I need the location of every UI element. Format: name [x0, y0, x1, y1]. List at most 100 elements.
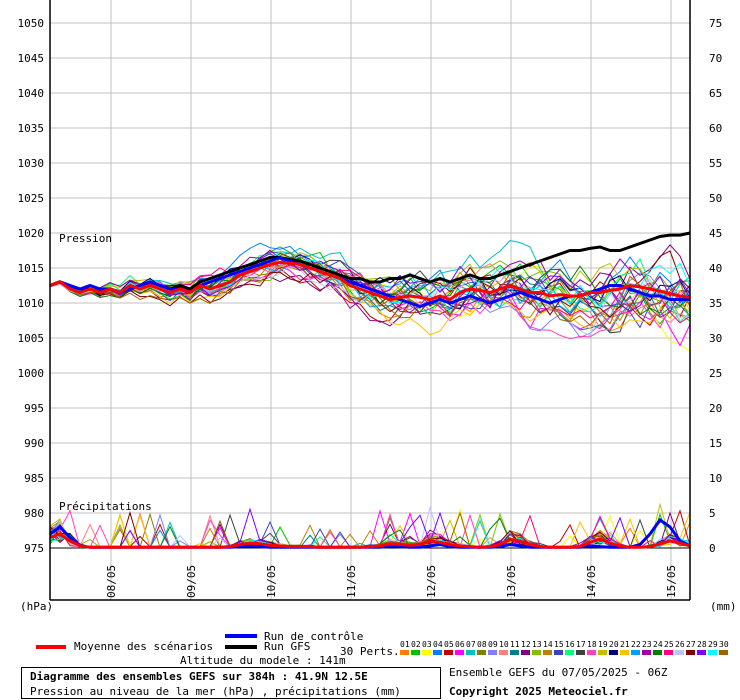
mean-legend-label: Moyenne des scénarios	[74, 640, 214, 653]
ensemble-member-number: 04	[433, 640, 443, 649]
right-tick-label: 40	[709, 262, 722, 275]
ensemble-member-number: 01	[400, 640, 410, 649]
right-tick-label: 60	[709, 122, 722, 135]
right-tick-label: 50	[709, 192, 722, 205]
chart-frame	[49, 0, 691, 601]
right-tick-label: 45	[709, 227, 722, 240]
ensemble-member-number: 29	[708, 640, 718, 649]
ensemble-member-swatch	[521, 650, 530, 655]
main-series	[49, 231, 691, 549]
right-tick-label: 30	[709, 332, 722, 345]
ensemble-member-swatch	[686, 650, 695, 655]
ensemble-member-number: 15	[554, 640, 564, 649]
ensemble-member-swatch	[510, 650, 519, 655]
ensemble-member-swatch	[499, 650, 508, 655]
right-tick-label: 25	[709, 367, 722, 380]
left-tick-label: 975	[24, 542, 44, 555]
ensemble-member-number: 28	[697, 640, 707, 649]
ensemble-member-swatch	[631, 650, 640, 655]
ensemble-member-swatch	[565, 650, 574, 655]
left-tick-label: 1015	[18, 262, 45, 275]
ensemble-member-swatch	[466, 650, 475, 655]
left-tick-label: 980	[24, 507, 44, 520]
right-tick-label: 5	[709, 507, 716, 520]
ensemble-member-swatch	[400, 650, 409, 655]
ensemble-member-number: 09	[488, 640, 498, 649]
x-tick-label: 10/05	[265, 565, 278, 598]
ensemble-member-number: 11	[510, 640, 520, 649]
ensemble-member-swatch	[543, 650, 552, 655]
ensemble-member-number: 02	[411, 640, 421, 649]
left-tick-label: 1040	[18, 87, 45, 100]
ensemble-member-number: 05	[444, 640, 454, 649]
ensemble-member-swatch	[488, 650, 497, 655]
left-tick-label: 1050	[18, 17, 45, 30]
ensemble-pressure-line	[49, 258, 691, 336]
ensemble-member-number: 18	[587, 640, 597, 649]
left-tick-label: 1000	[18, 367, 45, 380]
ensemble-member-number: 16	[565, 640, 575, 649]
ensemble-member-number: 14	[543, 640, 553, 649]
ensemble-member-swatch	[653, 650, 662, 655]
left-tick-label: 1035	[18, 122, 45, 135]
x-tick-label: 15/05	[665, 565, 678, 598]
ensemble-member-swatch	[477, 650, 486, 655]
x-tick-label: 11/05	[345, 565, 358, 598]
left-axis-unit: (hPa)	[20, 600, 53, 613]
control-legend-label: Run de contrôle	[264, 630, 364, 643]
ensemble-member-number: 08	[477, 640, 487, 649]
pressure-panel-label: Pression	[59, 232, 112, 245]
right-tick-label: 20	[709, 402, 722, 415]
right-tick-label: 15	[709, 437, 722, 450]
ensemble-member-swatch	[620, 650, 629, 655]
left-tick-label: 990	[24, 437, 44, 450]
left-tick-label: 1025	[18, 192, 45, 205]
ensemble-member-swatch	[719, 650, 728, 655]
chart-subtitle: Pression au niveau de la mer (hPa) , pré…	[30, 685, 401, 698]
series-precip-line	[49, 532, 691, 549]
ensemble-member-number: 25	[664, 640, 674, 649]
right-tick-label: 35	[709, 297, 722, 310]
ensemble-member-number: 26	[675, 640, 685, 649]
ensemble-member-swatch	[609, 650, 618, 655]
left-tick-label: 1045	[18, 52, 45, 65]
ensemble-member-number: 27	[686, 640, 696, 649]
gfs-legend-swatch	[225, 645, 257, 649]
right-tick-label: 55	[709, 157, 722, 170]
right-tick-label: 10	[709, 472, 722, 485]
ensemble-member-swatch	[532, 650, 541, 655]
ensemble-member-swatch	[576, 650, 585, 655]
ensemble-member-swatch	[411, 650, 420, 655]
right-tick-label: 70	[709, 52, 722, 65]
ensemble-count-label: 30 Perts.	[340, 645, 400, 658]
ensemble-member-swatch	[455, 650, 464, 655]
ensemble-member-swatch	[433, 650, 442, 655]
ensemble-member-swatch	[444, 650, 453, 655]
ensemble-member-number: 10	[499, 640, 509, 649]
ensemble-member-number: 17	[576, 640, 586, 649]
x-tick-label: 13/05	[505, 565, 518, 598]
ensemble-member-swatch	[598, 650, 607, 655]
run-info: Ensemble GEFS du 07/05/2025 - 06Z	[449, 666, 668, 679]
control-legend-swatch	[225, 634, 257, 638]
copyright: Copyright 2025 Meteociel.fr	[449, 685, 628, 698]
ensemble-member-number: 13	[532, 640, 542, 649]
series-pressure-line	[49, 260, 691, 302]
ensemble-member-swatch	[697, 650, 706, 655]
left-tick-label: 995	[24, 402, 44, 415]
mean-legend-swatch	[36, 645, 66, 649]
chart-title: Diagramme des ensembles GEFS sur 384h : …	[30, 670, 368, 683]
x-tick-label: 12/05	[425, 565, 438, 598]
right-tick-label: 0	[709, 542, 716, 555]
gfs-legend-label: Run GFS	[264, 640, 311, 653]
x-tick-label: 08/05	[105, 565, 118, 598]
x-tick-label: 14/05	[585, 565, 598, 598]
ensemble-member-swatch	[587, 650, 596, 655]
precip-panel-label: Précipitations	[59, 500, 152, 513]
ensemble-member-number: 07	[466, 640, 476, 649]
ensemble-member-number: 19	[598, 640, 608, 649]
ensemble-member-swatch	[708, 650, 717, 655]
ensemble-member-number: 12	[521, 640, 531, 649]
ensemble-member-swatch	[642, 650, 651, 655]
